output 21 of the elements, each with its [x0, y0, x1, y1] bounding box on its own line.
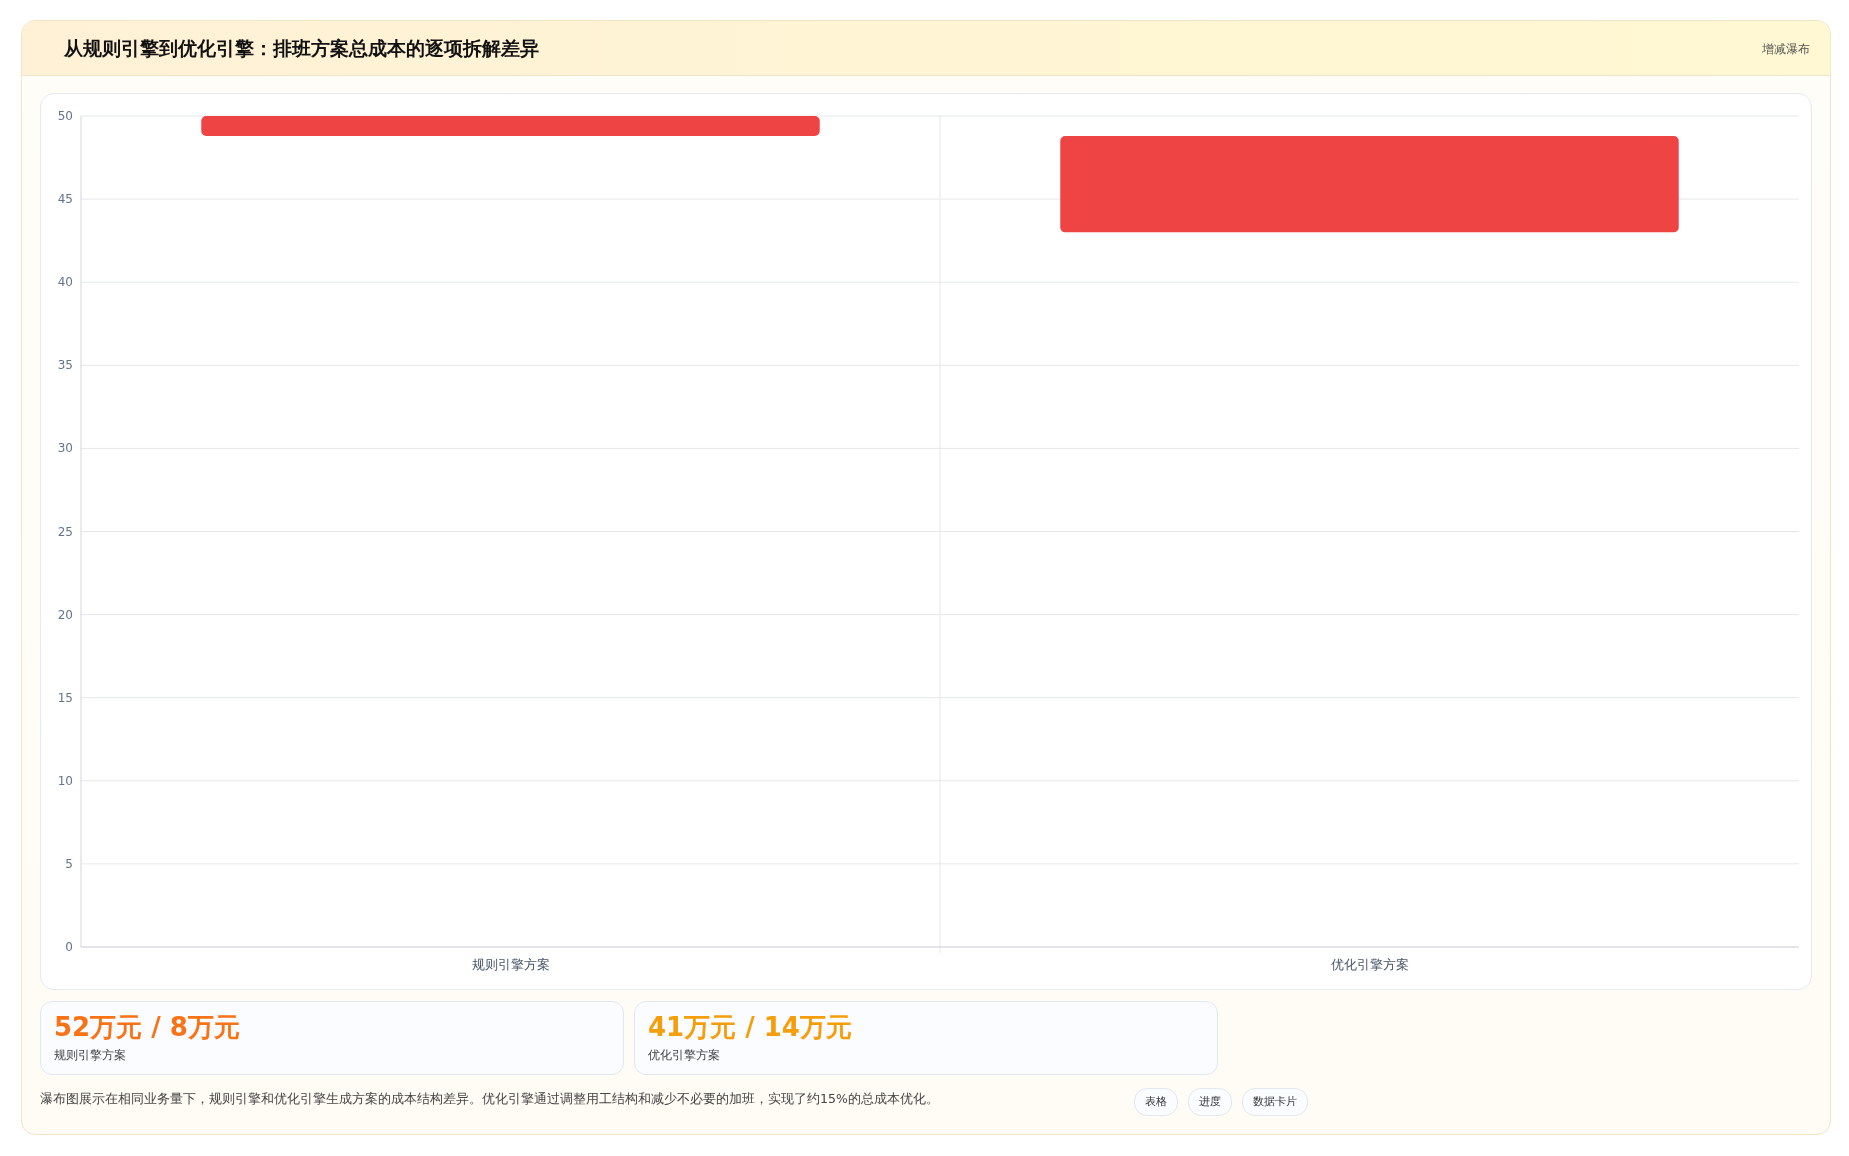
text: 数据卡片: [1242, 1088, 1308, 1116]
text: 52万元 / 8万元: [54, 1011, 240, 1044]
y-tick-label: 30: [57, 441, 73, 456]
chart-title: 从规则引擎到优化引擎：排班方案总成本的逐项拆解差异: [64, 36, 539, 61]
text: 瀑布图展示在相同业务量下，规则引擎和优化引擎生成方案的成本结构差异。优化引擎通过调整用工结构和减少不必要的加班，实现了约15%的总成本优化。: [40, 1091, 939, 1108]
y-tick-label: 20: [57, 607, 73, 622]
y-tick-label: 5: [65, 856, 73, 871]
text: 规则引擎方案: [54, 1047, 126, 1064]
text: 进度: [1188, 1088, 1232, 1116]
y-tick-label: 50: [57, 109, 73, 123]
text: 表格: [1134, 1088, 1178, 1116]
chart-subtitle: 增减瀑布: [1762, 41, 1810, 58]
y-tick-label: 45: [57, 192, 73, 207]
y-tick-label: 35: [57, 358, 73, 373]
y-tick-label: 40: [57, 275, 73, 290]
y-tick-label: 0: [65, 940, 73, 954]
y-tick-label: 25: [57, 524, 73, 539]
y-tick-label: 15: [57, 690, 73, 705]
text: 41万元 / 14万元: [648, 1011, 852, 1044]
y-tick-label: 10: [57, 773, 73, 788]
text: 优化引擎方案: [648, 1047, 720, 1064]
